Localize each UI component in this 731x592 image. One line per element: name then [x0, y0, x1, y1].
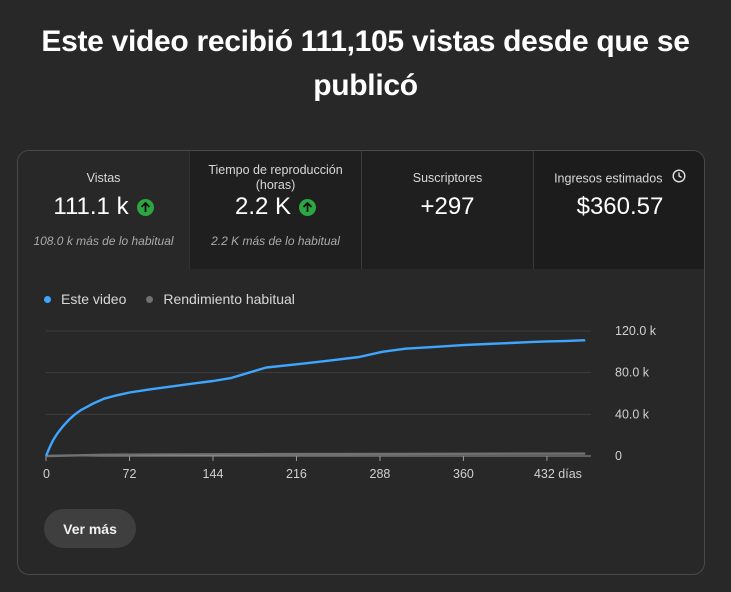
metric-value-wrap: 2.2 K [190, 193, 361, 221]
see-more-button[interactable]: Ver más [44, 509, 136, 548]
arrow-up-icon [136, 198, 154, 216]
metric-label: Tiempo de reproducción (horas) [208, 163, 343, 192]
x-tick-label: 144 [203, 467, 224, 481]
metric-watch-time[interactable]: Tiempo de reproducción (horas) 2.2 K 2.2… [190, 151, 362, 269]
legend-label: Rendimiento habitual [163, 291, 295, 307]
series-line-this-video [44, 339, 586, 457]
metric-value: 2.2 K [234, 193, 292, 220]
series-line-typical [45, 452, 586, 458]
x-tick-label: 72 [123, 467, 137, 481]
metric-label-wrap: Ingresos estimados [540, 169, 700, 187]
analytics-card: Vistas 111.1 k 108.0 k más de lo habitua… [17, 150, 705, 575]
metric-views[interactable]: Vistas 111.1 k 108.0 k más de lo habitua… [18, 151, 190, 269]
metric-label: Vistas [86, 171, 121, 185]
metric-label: Ingresos estimados [554, 171, 663, 186]
y-tick-label: 80.0 k [615, 366, 650, 380]
y-tick-label: 40.0 k [615, 407, 650, 421]
metrics-row: Vistas 111.1 k 108.0 k más de lo habitua… [18, 151, 704, 269]
y-tick-label: 120.0 k [615, 324, 657, 338]
metric-value-wrap: $360.57 [534, 193, 704, 221]
legend-item-typical[interactable]: Rendimiento habitual [146, 291, 295, 307]
metric-note: 108.0 k más de lo habitual [33, 234, 174, 248]
legend-dot [146, 295, 154, 303]
arrow-up-icon [299, 198, 317, 216]
legend-item-this-video[interactable]: Este video [44, 291, 126, 307]
x-tick-label: 360 [453, 467, 474, 481]
chart-legend: Este video Rendimiento habitual [44, 291, 315, 307]
legend-dot [44, 295, 51, 303]
metric-value: +297 [420, 193, 475, 220]
metric-value-wrap: +297 [362, 193, 533, 221]
metric-value-wrap: 111.1 k [18, 193, 189, 221]
x-tick-label: 288 [370, 467, 391, 481]
metric-note: 2.2 K más de lo habitual [211, 234, 340, 248]
legend-label: Este video [61, 291, 127, 307]
page-title: Este video recibió 111,105 vistas desde … [41, 25, 690, 102]
x-tick-label: 432 días [534, 467, 582, 481]
views-chart[interactable]: 120.0 k 80.0 k 40.0 k 0 0 72 144 216 288 360 432 d… [18, 311, 705, 491]
clock-icon [672, 169, 686, 187]
metric-value: 111.1 k [53, 193, 129, 220]
metric-subscribers[interactable]: Suscriptores +297 [362, 151, 534, 269]
metric-label: Suscriptores [412, 171, 483, 185]
y-tick-label: 0 [615, 449, 622, 463]
x-tick-label: 0 [43, 467, 50, 481]
x-tick-label: 216 [286, 467, 307, 481]
metric-value: $360.57 [576, 193, 664, 220]
metric-revenue[interactable]: Ingresos estimados $360.57 [534, 151, 704, 269]
